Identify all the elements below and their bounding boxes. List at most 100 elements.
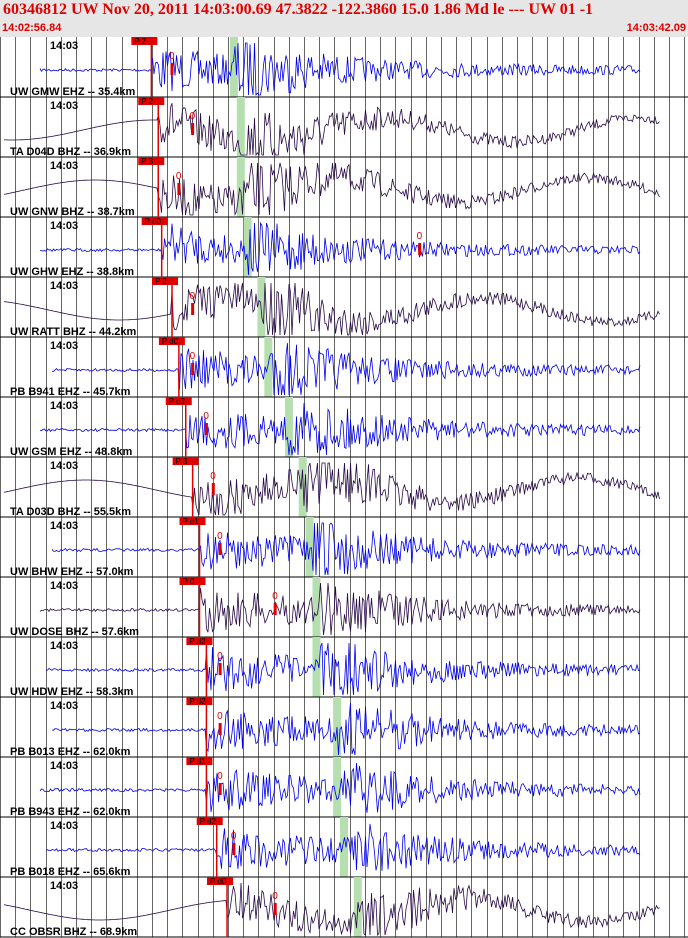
station-label: UW GSM EHZ -- 48.8km <box>10 446 132 458</box>
minute-label: 14:03 <box>50 100 78 112</box>
p-pick-label: P 2 <box>134 37 146 46</box>
waveform <box>39 582 641 636</box>
coda-label: 0 <box>190 351 196 362</box>
station-label: CC OBSR BHZ -- 68.9km <box>10 926 137 938</box>
waveform <box>51 702 641 756</box>
trace-panel: 14:03 P d2 0 UW GSM EHZ -- 48.8km <box>0 397 688 458</box>
s-window <box>257 277 266 337</box>
waveform <box>51 522 641 576</box>
p-pick-label: P 3 <box>141 157 153 166</box>
s-window <box>298 457 307 517</box>
minute-label: 14:03 <box>50 220 78 232</box>
minute-label: 14:03 <box>50 640 78 652</box>
p-pick-label: P d0 <box>145 217 162 226</box>
coda-label: 0 <box>217 651 223 662</box>
p-pick-label: P d2 <box>169 397 186 406</box>
station-label: UW RATT BHZ -- 44.2km <box>10 326 137 338</box>
p-pick-label: P 0 <box>183 577 195 586</box>
waveform <box>39 42 641 96</box>
p-pick-marker <box>196 817 223 825</box>
p-pick-label: P d1 <box>189 757 206 766</box>
minute-label: 14:03 <box>50 700 78 712</box>
p-pick-marker <box>158 337 185 345</box>
station-label: UW HDW EHZ -- 58.3km <box>10 686 134 698</box>
s-window <box>284 397 293 457</box>
p-pick-label: P 2 <box>141 97 153 106</box>
trace-panel: 14:03 P d0 0 CC OBSR BHZ -- 68.9km <box>0 877 688 938</box>
header: 60346812 UW Nov 20, 2011 14:03:00.69 47.… <box>0 0 688 37</box>
p-pick-marker <box>131 37 158 45</box>
waveform <box>3 882 660 937</box>
waveform <box>3 462 660 516</box>
coda-label: 0 <box>190 111 196 122</box>
coda-label: 0 <box>176 171 182 182</box>
p-pick-marker <box>207 877 234 885</box>
p-pick-marker <box>179 577 206 585</box>
p-pick-marker <box>165 397 192 405</box>
trace-panel: 14:03 P d0 0 PB B941 EHZ -- 45.7km <box>0 337 688 398</box>
s-window <box>333 757 342 817</box>
minute-label: 14:03 <box>50 160 78 172</box>
p-pick-marker <box>179 517 206 525</box>
station-label: UW GMW EHZ -- 35.4km <box>10 86 136 98</box>
waveform <box>3 162 660 216</box>
station-label: PB B943 EHZ -- 62.0km <box>10 806 131 818</box>
p-pick-label: P d2 <box>200 817 217 826</box>
s-window <box>236 97 245 157</box>
trace-panel: 14:03 P d2 0 UW HDW EHZ -- 58.3km <box>0 637 688 698</box>
waveform <box>3 103 660 157</box>
p-pick-label: P d2 <box>189 637 206 646</box>
p-pick-marker <box>186 757 213 765</box>
s-window <box>243 217 252 277</box>
coda-label: 0 <box>217 711 223 722</box>
minute-label: 14:03 <box>50 760 78 772</box>
coda-label: 0 <box>217 771 223 782</box>
seismogram-plot: 14:03 P 2 0 UW GMW EHZ -- 35.4km 14:03 P 2 0 TA… <box>0 37 688 938</box>
p-pick-marker <box>141 217 168 225</box>
coda-label: 0 <box>231 831 237 842</box>
coda-label: 0 <box>190 291 196 302</box>
station-label: TA D04D BHZ -- 36.9km <box>10 146 131 158</box>
coda-label: 0 <box>169 51 175 62</box>
trace-panel: 14:03 P 3 0 UW GNW BHZ -- 38.7km <box>0 157 688 218</box>
p-pick-marker <box>152 277 178 285</box>
p-pick-label: P d0 <box>210 877 227 886</box>
event-title: 60346812 UW Nov 20, 2011 14:03:00.69 47.… <box>3 1 594 18</box>
s-window <box>333 697 342 757</box>
start-time: 14:02:56.84 <box>2 22 62 34</box>
waveform <box>45 642 641 696</box>
p-pick-label: P d1 <box>183 517 200 526</box>
trace-panel: 14:03 P 0 0 UW DOSE BHZ -- 57.6km <box>0 577 688 638</box>
minute-label: 14:03 <box>50 880 78 892</box>
waveform <box>45 823 641 871</box>
trace-panel: 14:03 P 2 0 UW RATT BHZ -- 44.2km <box>0 277 688 338</box>
station-label: UW BHW EHZ -- 57.0km <box>10 566 134 578</box>
trace-panel: 14:03 P d2 0 PB B018 EHZ -- 65.6km <box>0 817 688 878</box>
s-window <box>264 337 273 397</box>
trace-panel: 14:03 P d1 0 PB B943 EHZ -- 62.0km <box>0 757 688 818</box>
p-pick-label: P 2 <box>155 277 167 286</box>
minute-label: 14:03 <box>50 40 78 52</box>
p-pick-marker <box>186 697 213 705</box>
s-window <box>312 637 321 697</box>
station-label: UW GNW BHZ -- 38.7km <box>10 206 135 218</box>
trace-panel: 14:03 P d0 0 UW GHW EHZ -- 38.8km <box>0 217 688 278</box>
s-window <box>229 37 238 97</box>
coda-label: 0 <box>417 231 423 242</box>
waveform <box>39 402 641 456</box>
trace-panel: 14:03 P d2 0 PB B013 EHZ -- 62.0km <box>0 697 688 758</box>
s-window <box>340 817 348 877</box>
station-label: TA D03D BHZ -- 55.5km <box>10 506 131 518</box>
minute-label: 14:03 <box>50 340 78 352</box>
coda-label: 0 <box>210 471 216 482</box>
minute-label: 14:03 <box>50 820 78 832</box>
p-pick-label: P 3 <box>176 457 188 466</box>
station-label: PB B018 EHZ -- 65.6km <box>10 866 131 878</box>
end-time: 14:03:42.09 <box>626 22 686 34</box>
trace-panel: 14:03 P d1 0 UW BHW EHZ -- 57.0km <box>0 517 688 578</box>
minute-label: 14:03 <box>50 400 78 412</box>
s-window <box>236 157 245 217</box>
waveform <box>51 343 641 396</box>
station-label: UW GHW EHZ -- 38.8km <box>10 266 134 278</box>
coda-label: 0 <box>203 411 209 422</box>
